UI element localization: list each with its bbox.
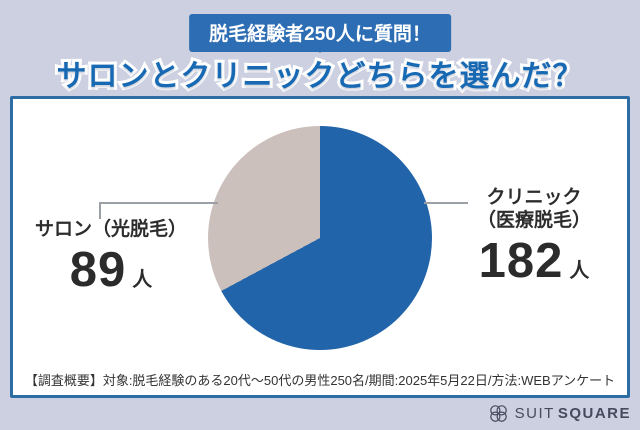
salon-leader-line <box>99 202 218 204</box>
salon-value: 89 <box>69 242 127 297</box>
salon-callout: サロン（光脱毛） 89 人 <box>16 219 206 295</box>
clinic-unit: 人 <box>569 259 590 282</box>
logo-word-suit: SUIT <box>514 405 555 422</box>
pie-chart <box>208 126 432 350</box>
salon-unit: 人 <box>132 268 153 291</box>
clinic-value-row: 182 人 <box>448 233 620 288</box>
salon-leader-line-drop <box>99 202 101 219</box>
clinic-label-line1: クリニック <box>486 187 582 208</box>
salon-value-row: 89 人 <box>16 242 206 297</box>
clinic-value: 182 <box>478 233 564 288</box>
page-title: サロンとクリニックどちらを選んだ？ <box>54 57 586 96</box>
logo-text: SUIT SQUARE <box>515 405 631 422</box>
clinic-leader-line <box>424 202 468 204</box>
clinic-callout: クリニック （医療脱毛） 182 人 <box>448 187 620 286</box>
salon-label: サロン（光脱毛） <box>34 219 187 240</box>
badge-pointer-icon <box>312 44 328 53</box>
clover-logo-icon <box>488 403 509 424</box>
clinic-label-line2: （医療脱毛） <box>476 209 591 231</box>
logo-word-square: SQUARE <box>557 405 631 422</box>
suit-square-logo: SUIT SQUARE <box>488 403 631 424</box>
survey-summary-note: 【調査概要】対象:脱毛経験のある20代〜50代の男性250名/期間:2025年5… <box>24 373 616 388</box>
